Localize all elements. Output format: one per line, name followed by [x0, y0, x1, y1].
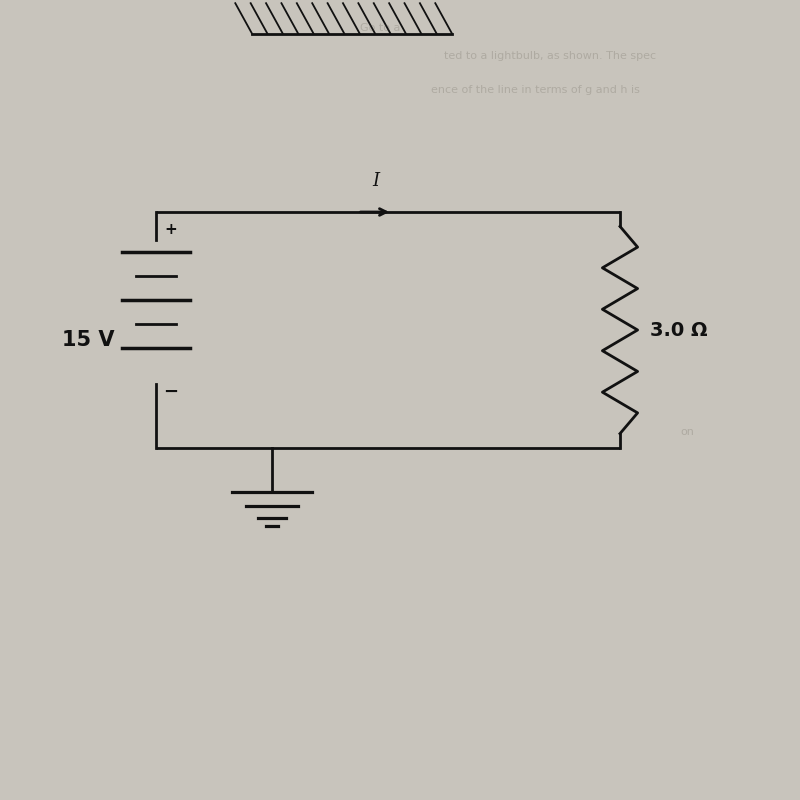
Text: Go to a: Go to a [360, 23, 400, 33]
Text: on: on [680, 427, 694, 437]
Text: +: + [164, 222, 177, 237]
Text: 15 V: 15 V [62, 330, 114, 350]
Text: 3.0 Ω: 3.0 Ω [650, 321, 708, 339]
Text: −: − [163, 383, 178, 401]
Text: ted to a lightbulb, as shown. The spec: ted to a lightbulb, as shown. The spec [444, 51, 656, 61]
Text: ence of the line in terms of g and h is: ence of the line in terms of g and h is [431, 85, 640, 94]
Text: I: I [373, 172, 379, 190]
